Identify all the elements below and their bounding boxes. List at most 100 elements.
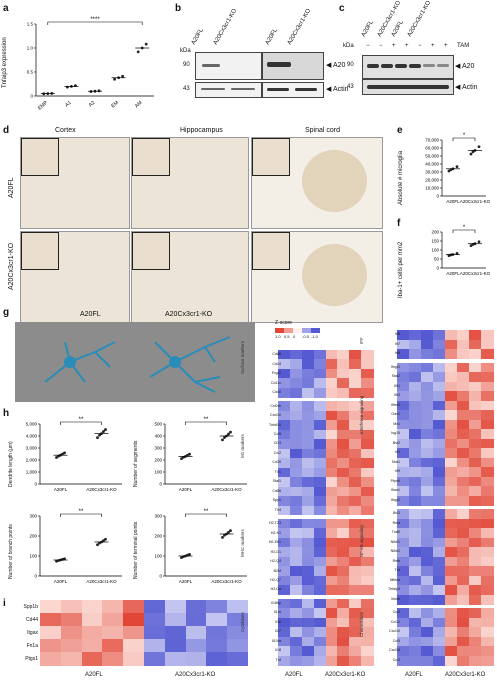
i-gene-label: Itgax xyxy=(27,629,38,636)
j-gene-label: Tnfaip3 xyxy=(388,587,400,592)
heat-cell xyxy=(445,655,458,666)
heat-cell xyxy=(289,627,303,638)
heat-cell xyxy=(301,598,315,609)
heat-cell xyxy=(397,391,410,401)
heat-cell xyxy=(301,439,315,450)
heat-cell xyxy=(457,486,470,496)
heat-cell xyxy=(144,652,166,666)
heat-cell xyxy=(278,458,291,469)
heat-cell xyxy=(445,339,458,350)
heat-cell xyxy=(481,646,494,656)
j-gene-label: Cd86 xyxy=(272,352,281,357)
heat-cell xyxy=(301,448,315,459)
heat-cell xyxy=(361,547,374,558)
g-label-ko: A20Cx3cr1-KO xyxy=(165,311,213,318)
heat-cell xyxy=(102,652,124,666)
j-gene-label: Ccl2 xyxy=(392,610,400,615)
heat-cell xyxy=(349,477,362,488)
heat-cell xyxy=(301,518,315,529)
heat-cell xyxy=(433,438,446,449)
data-point xyxy=(477,145,481,149)
heat-cell xyxy=(457,617,470,628)
heat-cell xyxy=(409,429,422,439)
j-heatmap-right xyxy=(397,330,494,666)
heat-cell xyxy=(301,368,315,379)
heat-cell xyxy=(433,528,446,538)
heat-cell xyxy=(445,617,458,628)
heat-cell xyxy=(397,547,410,557)
heat-cell xyxy=(433,339,446,350)
b-band-a20: ◀ A20 xyxy=(326,62,346,69)
heat-cell xyxy=(409,330,422,340)
h-ylabel: Dendrite length (µm) xyxy=(8,441,14,487)
tick-label: 100 xyxy=(29,554,37,559)
heat-cell xyxy=(278,627,291,638)
data-point xyxy=(96,543,99,547)
heat-cell xyxy=(102,626,124,640)
heat-cell xyxy=(481,617,494,628)
heat-cell xyxy=(409,438,422,449)
category-label: A20Cx3cr1-KO xyxy=(211,579,242,584)
j-gene-label: Ccl3 xyxy=(392,657,400,662)
data-point xyxy=(121,74,124,78)
j-scale-value: -1.0 xyxy=(311,334,318,339)
heat-cell xyxy=(433,410,446,420)
heat-cell xyxy=(337,627,350,638)
h-chart: 0 100 200 300 A20FL A20Cx3cr1-KO ** xyxy=(154,509,247,584)
heat-cell xyxy=(433,556,446,567)
heat-cell xyxy=(337,467,350,478)
heat-cell xyxy=(361,556,374,567)
tick-label: 5,000 xyxy=(26,422,38,427)
heat-cell xyxy=(421,476,434,487)
d-row-ko: A20Cx3cr1-KO xyxy=(8,242,15,290)
heat-cell xyxy=(313,556,326,567)
heat-cell xyxy=(313,467,326,478)
heat-cell xyxy=(349,458,362,469)
heat-cell xyxy=(278,420,291,431)
heat-cell xyxy=(397,528,410,538)
data-point xyxy=(221,438,224,442)
heat-cell xyxy=(337,556,350,567)
c-marker-43: 43 xyxy=(347,84,354,90)
heat-cell xyxy=(289,505,303,516)
heat-cell xyxy=(301,387,315,398)
heat-cell xyxy=(397,467,410,477)
heat-cell xyxy=(361,410,374,421)
heat-cell xyxy=(81,600,103,614)
significance-bracket xyxy=(60,513,102,517)
heat-cell xyxy=(433,518,446,529)
b-marker-43: 43 xyxy=(183,86,190,92)
heat-cell xyxy=(481,448,494,458)
heat-cell xyxy=(313,627,326,638)
heat-cell xyxy=(123,600,145,614)
panel-label-e: e xyxy=(397,125,403,136)
category-label: A20Cx3cr1-KO xyxy=(211,487,242,492)
heat-cell xyxy=(445,349,458,359)
data-point xyxy=(144,42,148,46)
heat-cell xyxy=(397,518,410,529)
heat-cell xyxy=(433,429,446,439)
data-point xyxy=(104,428,107,431)
heat-cell xyxy=(361,585,374,596)
heat-cell xyxy=(289,368,303,379)
heat-cell xyxy=(325,636,338,647)
heat-cell xyxy=(421,486,434,496)
j-gene-label: Ifngr2 xyxy=(390,497,400,502)
j-right-group-ko: A20Cx3cr1-KO xyxy=(445,672,486,678)
heat-cell xyxy=(433,617,446,628)
heat-cell xyxy=(289,387,303,398)
heat-cell xyxy=(102,613,124,627)
tick-label: 200 xyxy=(154,534,162,539)
heat-cell xyxy=(469,349,482,359)
heat-cell xyxy=(421,575,434,586)
j-gene-label: Irf9 xyxy=(394,351,400,356)
b-blot-a20-right xyxy=(262,52,324,80)
j-gene-label: Isg15 xyxy=(391,431,400,436)
heat-cell xyxy=(481,556,494,567)
heat-cell xyxy=(421,339,434,350)
heat-cell xyxy=(325,537,338,548)
category-label: A20Cx3cr1-KO xyxy=(460,271,491,276)
heat-cell xyxy=(445,400,458,411)
heat-cell xyxy=(409,476,422,487)
heat-cell xyxy=(457,330,470,340)
